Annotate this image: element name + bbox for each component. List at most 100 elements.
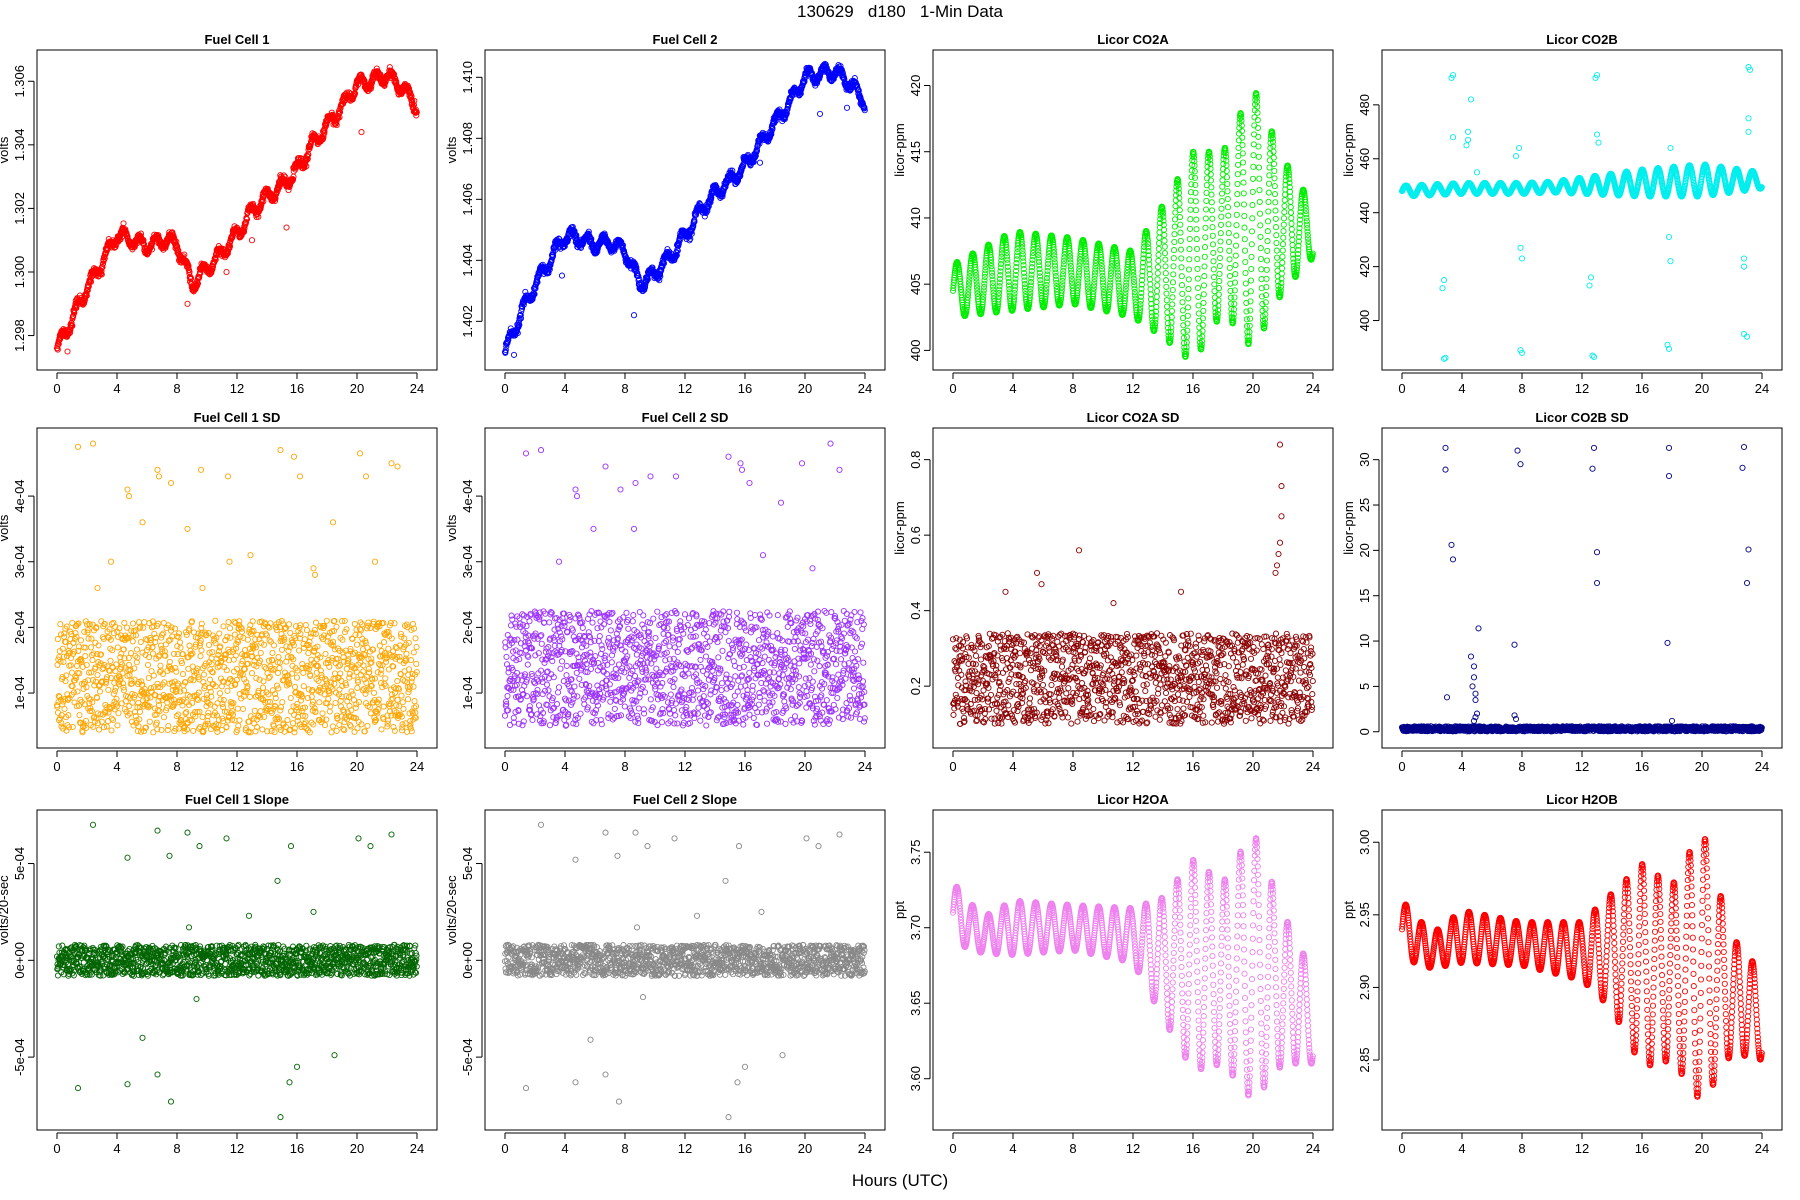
data-point <box>1200 291 1207 298</box>
data-point <box>1277 290 1284 297</box>
data-point <box>1187 197 1194 204</box>
data-point <box>1179 290 1186 297</box>
data-point <box>1003 244 1010 251</box>
data-point <box>271 197 279 205</box>
data-point <box>1011 293 1018 300</box>
data-point <box>1249 175 1257 182</box>
plot-frame <box>1381 49 1783 371</box>
data-point <box>1053 283 1060 290</box>
data-point <box>1237 111 1245 118</box>
data-point <box>1262 305 1269 312</box>
data-point <box>1007 298 1014 305</box>
data-point <box>1278 265 1286 272</box>
data-point <box>1228 305 1235 313</box>
data-point <box>1241 247 1249 254</box>
data-point <box>965 288 972 295</box>
data-point <box>997 268 1004 275</box>
data-point <box>1163 290 1170 297</box>
data-point <box>1067 256 1074 263</box>
x-tick-label: 20 <box>1246 381 1260 396</box>
data-point <box>1245 339 1252 346</box>
data-point <box>289 176 297 183</box>
data-point <box>1083 272 1091 279</box>
data-point <box>1123 273 1130 280</box>
data-point <box>1028 264 1036 271</box>
data-point <box>1269 132 1276 139</box>
data-point <box>1295 242 1302 249</box>
y-axis-label: licor-ppm <box>1341 123 1356 176</box>
data-point <box>1193 236 1200 243</box>
data-point <box>1099 276 1106 283</box>
data-point <box>1082 253 1089 260</box>
data-point <box>510 351 518 358</box>
x-tick-label: 8 <box>1518 381 1525 396</box>
data-point <box>1242 280 1249 287</box>
data-point <box>1218 190 1226 197</box>
data-point <box>1022 296 1030 303</box>
data-point <box>660 260 668 267</box>
data-point <box>185 262 192 269</box>
data-point <box>1194 284 1202 292</box>
y-axis-label: volts <box>0 136 11 163</box>
data-point <box>1065 240 1072 247</box>
data-point <box>1226 256 1233 263</box>
data-point <box>1227 294 1234 301</box>
data-point <box>514 330 521 337</box>
data-point <box>1035 251 1042 258</box>
x-tick-label: 4 <box>561 381 568 396</box>
data-point <box>1219 183 1226 190</box>
y-tick-label: 420 <box>908 75 923 97</box>
data-point <box>1249 202 1256 209</box>
data-point <box>1202 215 1209 222</box>
data-point <box>1233 222 1240 229</box>
data-point <box>1066 247 1073 254</box>
data-point <box>989 279 996 286</box>
data-point <box>1303 214 1310 221</box>
data-point <box>1263 284 1270 291</box>
data-point <box>173 238 180 245</box>
data-point <box>1026 295 1033 302</box>
data-point <box>1261 324 1268 331</box>
x-tick-label: 16 <box>290 381 304 396</box>
data-point <box>1258 285 1265 292</box>
data-point <box>1226 272 1234 280</box>
data-point <box>1049 237 1056 244</box>
data-point <box>1052 276 1060 283</box>
data-point <box>756 159 764 166</box>
data-point <box>1248 241 1255 248</box>
data-point <box>1167 335 1174 342</box>
data-point <box>1012 279 1019 286</box>
data-point <box>1011 290 1018 297</box>
data-point <box>1161 231 1168 239</box>
data-point <box>972 269 979 276</box>
y-tick-label: 1.306 <box>12 65 27 98</box>
data-point <box>1153 298 1160 306</box>
data-point <box>1230 311 1237 318</box>
data-point <box>1200 282 1208 289</box>
data-point <box>1003 253 1011 260</box>
data-point <box>1059 271 1067 278</box>
x-tick-label: 24 <box>410 381 424 396</box>
x-tick-label: 24 <box>1755 381 1769 396</box>
data-point <box>843 104 851 111</box>
data-point <box>1153 293 1160 300</box>
data-point <box>1037 276 1044 284</box>
data-point <box>1297 212 1304 219</box>
data-point <box>1231 287 1238 294</box>
data-point <box>1222 153 1230 160</box>
figure-title: 130629 d180 1-Min Data <box>796 2 1004 21</box>
data-point <box>1192 181 1199 189</box>
data-point <box>282 174 289 181</box>
data-point <box>1129 261 1136 268</box>
data-point <box>1273 247 1280 254</box>
data-point <box>1192 198 1199 205</box>
data-point <box>411 97 418 104</box>
data-point <box>1248 228 1256 235</box>
y-tick-label: 1.402 <box>460 305 475 338</box>
data-point <box>1145 248 1152 255</box>
data-point <box>1159 210 1167 217</box>
data-point <box>1222 147 1229 154</box>
data-point <box>1019 247 1026 254</box>
data-point <box>840 72 847 79</box>
data-point <box>1107 276 1114 283</box>
